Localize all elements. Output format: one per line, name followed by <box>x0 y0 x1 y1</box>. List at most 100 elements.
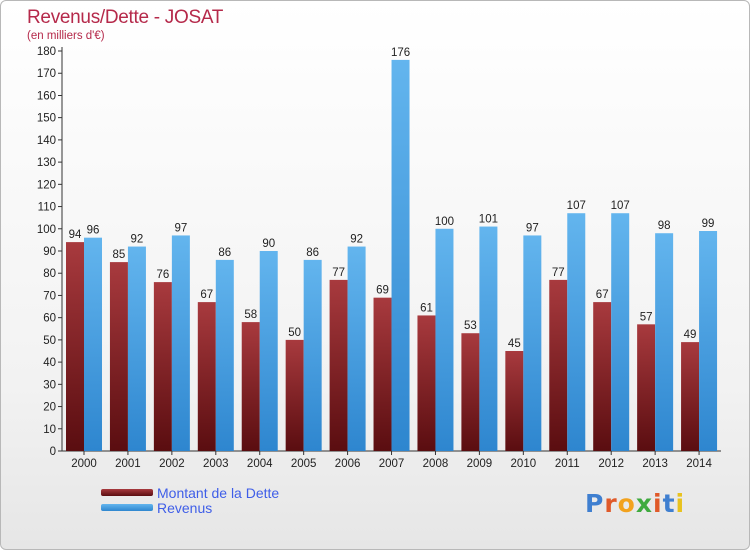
revenus-value-label: 92 <box>131 234 144 246</box>
revenus-bar <box>215 259 234 451</box>
y-tick-label: 150 <box>37 113 56 125</box>
x-tick-label: 2007 <box>379 458 405 470</box>
logo-letter: r <box>604 489 618 518</box>
revenus-bar <box>171 235 190 451</box>
revenus-bar <box>479 226 498 451</box>
revenus-value-label: 90 <box>262 238 275 250</box>
revenus-value-label: 92 <box>350 234 363 246</box>
dette-bar <box>461 333 480 451</box>
y-tick-label: 100 <box>37 224 56 236</box>
revenus-bar <box>655 233 674 451</box>
x-tick-label: 2012 <box>598 458 624 470</box>
dette-bar <box>197 302 216 451</box>
revenus-value-label: 107 <box>611 200 630 212</box>
x-tick-label: 2001 <box>115 458 141 470</box>
dette-bar <box>329 279 348 451</box>
dette-bar <box>66 242 84 451</box>
dette-value-label: 53 <box>464 320 477 332</box>
y-tick-label: 110 <box>38 202 56 214</box>
legend-item-dette: Montant de la Dette <box>101 486 279 501</box>
x-tick-label: 2014 <box>686 458 712 470</box>
y-tick-label: 130 <box>37 157 56 169</box>
dette-bar <box>549 279 568 451</box>
y-tick-label: 0 <box>50 446 56 458</box>
revenus-bar <box>699 231 718 451</box>
dette-value-label: 49 <box>684 329 697 341</box>
dette-value-label: 67 <box>596 289 609 301</box>
dette-value-label: 69 <box>376 285 389 297</box>
revenus-value-label: 98 <box>658 220 671 232</box>
dette-value-label: 85 <box>113 249 126 261</box>
revenus-value-label: 99 <box>702 218 715 230</box>
dette-bar <box>417 315 436 451</box>
dette-value-label: 57 <box>640 311 653 323</box>
legend: Montant de la Dette Revenus <box>101 486 279 516</box>
chart-title: Revenus/Dette - JOSAT <box>27 7 224 28</box>
legend-label-revenus: Revenus <box>157 500 213 516</box>
x-tick-label: 2011 <box>555 458 580 470</box>
y-tick-label: 30 <box>43 379 56 391</box>
y-tick-label: 10 <box>43 424 56 436</box>
y-tick-label: 40 <box>43 357 56 369</box>
logo-letter: i <box>653 489 663 518</box>
dette-bar <box>241 322 260 451</box>
dette-bar <box>153 282 172 451</box>
revenus-bar <box>523 235 542 451</box>
dette-value-label: 67 <box>200 289 213 301</box>
revenus-bar <box>259 251 278 451</box>
dette-bar <box>109 262 128 451</box>
proxiti-logo: Proxiti <box>585 489 685 518</box>
revenus-bar <box>391 59 410 452</box>
revenus-bar <box>567 213 586 451</box>
legend-swatch-dette <box>101 489 153 496</box>
revenus-value-label: 100 <box>435 216 454 228</box>
dette-value-label: 45 <box>508 338 521 350</box>
dette-bar <box>637 324 656 451</box>
legend-swatch-revenus <box>101 504 153 511</box>
dette-bar <box>373 297 392 451</box>
logo-letter: P <box>585 489 605 518</box>
dette-bar <box>593 302 612 451</box>
revenus-bar <box>303 259 322 451</box>
revenus-bar <box>435 228 454 451</box>
y-tick-label: 170 <box>37 68 56 80</box>
revenus-value-label: 101 <box>479 214 498 226</box>
dette-bar <box>505 351 524 451</box>
y-tick-label: 160 <box>37 90 56 102</box>
dette-value-label: 94 <box>69 229 82 241</box>
legend-item-revenus: Revenus <box>101 501 279 516</box>
y-tick-label: 140 <box>37 135 56 147</box>
y-tick-label: 20 <box>43 402 56 414</box>
logo-letter: t <box>662 489 676 518</box>
dette-value-label: 61 <box>420 302 433 314</box>
logo-letter: x <box>635 489 653 518</box>
legend-label-dette: Montant de la Dette <box>157 485 280 501</box>
logo-letter: o <box>617 489 636 518</box>
x-tick-label: 2013 <box>642 458 668 470</box>
x-tick-label: 2004 <box>247 458 273 470</box>
x-tick-label: 2002 <box>159 458 185 470</box>
revenus-value-label: 176 <box>391 47 410 59</box>
x-tick-label: 2008 <box>423 458 449 470</box>
x-tick-label: 2005 <box>291 458 317 470</box>
chart-unit-label: (en milliers d'€) <box>27 30 105 42</box>
x-tick-label: 2003 <box>203 458 229 470</box>
x-tick-label: 2009 <box>467 458 493 470</box>
dette-value-label: 77 <box>332 267 345 279</box>
logo-letter: i <box>675 489 686 518</box>
revenus-bar <box>84 237 102 451</box>
y-tick-label: 60 <box>43 313 56 325</box>
y-tick-label: 180 <box>37 46 56 58</box>
revenus-bar <box>347 246 366 451</box>
dette-value-label: 58 <box>244 309 257 321</box>
revenus-value-label: 97 <box>174 222 187 234</box>
revenus-value-label: 86 <box>306 247 319 259</box>
dette-bar <box>285 339 304 451</box>
y-tick-label: 120 <box>37 179 56 191</box>
x-tick-label: 2006 <box>335 458 361 470</box>
revenus-value-label: 96 <box>87 225 100 237</box>
dette-value-label: 77 <box>552 267 565 279</box>
revenus-value-label: 86 <box>218 247 231 259</box>
